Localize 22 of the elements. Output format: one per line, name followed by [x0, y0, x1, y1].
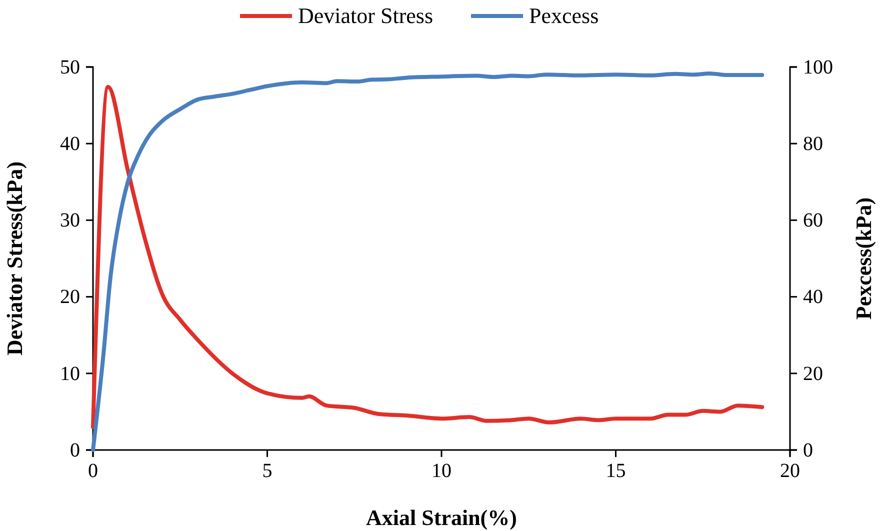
- x-tick-label: 15: [606, 460, 626, 482]
- x-tick-label: 5: [262, 460, 272, 482]
- y-tick-label: 20: [60, 286, 80, 308]
- y2-tick-label: 80: [803, 133, 823, 155]
- y-tick-label: 50: [60, 56, 80, 78]
- y2-axis-title: Pexcess(kPa): [851, 197, 876, 320]
- y-tick-label: 30: [60, 210, 80, 232]
- legend-label: Pexcess: [529, 3, 599, 28]
- y-tick-label: 10: [60, 362, 80, 385]
- legend-label: Deviator Stress: [298, 3, 434, 28]
- y2-tick-label: 40: [803, 286, 823, 308]
- y2-tick-label: 20: [803, 362, 823, 385]
- x-axis-title: Axial Strain(%): [366, 505, 517, 530]
- y2-tick-label: 100: [803, 56, 833, 78]
- y-axis-title: Deviator Stress(kPa): [2, 161, 27, 356]
- x-tick-label: 10: [432, 460, 452, 482]
- y2-tick-label: 60: [803, 210, 823, 232]
- y-tick-label: 40: [60, 133, 80, 155]
- x-tick-label: 0: [88, 460, 98, 482]
- y-tick-label: 0: [70, 439, 80, 462]
- y2-tick-label: 0: [803, 439, 813, 462]
- x-tick-label: 20: [780, 460, 800, 482]
